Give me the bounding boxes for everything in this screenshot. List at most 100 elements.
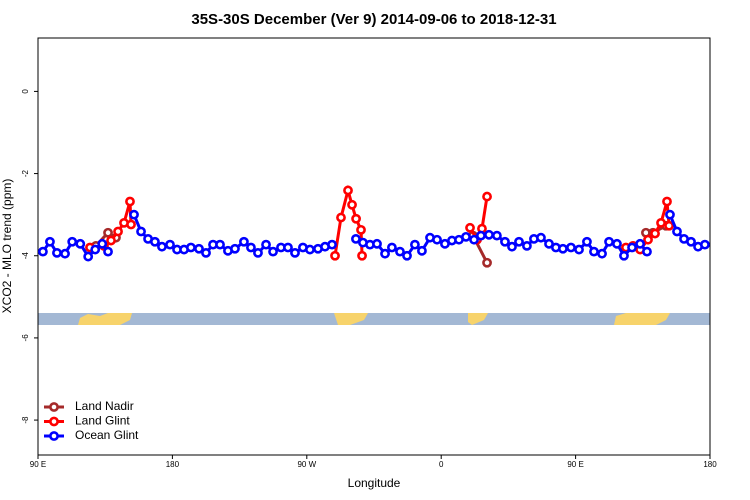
data-point bbox=[201, 247, 211, 258]
data-point bbox=[469, 234, 479, 245]
data-point bbox=[664, 220, 674, 231]
y-tick-label: -2 bbox=[21, 169, 30, 177]
data-point bbox=[356, 224, 366, 235]
land-patch bbox=[468, 313, 488, 325]
data-point bbox=[492, 230, 502, 241]
data-point bbox=[566, 242, 576, 253]
data-point bbox=[83, 251, 94, 262]
data-point bbox=[150, 236, 160, 247]
data-point bbox=[604, 236, 614, 247]
data-point bbox=[90, 244, 101, 255]
data-point bbox=[268, 246, 278, 257]
ocean-band bbox=[38, 313, 710, 325]
data-point bbox=[432, 234, 442, 245]
data-point bbox=[484, 229, 494, 240]
data-point bbox=[103, 227, 113, 238]
data-point bbox=[482, 191, 492, 202]
data-point bbox=[52, 247, 62, 258]
data-point bbox=[194, 243, 204, 254]
legend-label: Ocean Glint bbox=[75, 428, 139, 442]
data-point bbox=[136, 226, 146, 237]
legend-marker bbox=[49, 431, 59, 441]
plot-frame bbox=[37, 37, 711, 456]
data-point bbox=[417, 245, 427, 256]
data-point bbox=[597, 248, 607, 259]
data-point bbox=[327, 239, 337, 250]
x-tick-label: 90 E bbox=[567, 460, 583, 469]
x-tick-label: 90 E bbox=[30, 460, 46, 469]
data-point bbox=[574, 244, 584, 255]
data-point bbox=[75, 238, 86, 249]
data-point bbox=[103, 246, 113, 257]
data-point bbox=[351, 233, 361, 244]
data-point bbox=[330, 250, 340, 261]
data-point bbox=[482, 257, 492, 268]
data-point bbox=[97, 238, 108, 249]
legend-label: Land Glint bbox=[75, 414, 130, 428]
data-point bbox=[230, 243, 240, 254]
data-point bbox=[536, 232, 546, 243]
data-point bbox=[106, 235, 116, 246]
data-point bbox=[129, 209, 139, 220]
y-tick-label: -8 bbox=[21, 416, 30, 424]
data-point bbox=[283, 242, 293, 253]
legend-label: Land Nadir bbox=[75, 399, 134, 413]
y-tick-label: -6 bbox=[21, 334, 30, 342]
data-point bbox=[60, 248, 70, 259]
data-point bbox=[387, 242, 397, 253]
legend-marker bbox=[49, 402, 59, 412]
x-tick-label: 180 bbox=[703, 460, 717, 469]
data-point bbox=[410, 239, 420, 250]
data-point bbox=[343, 185, 353, 196]
data-point bbox=[544, 238, 554, 249]
data-point bbox=[126, 219, 136, 230]
y-tick-label: -4 bbox=[21, 252, 30, 260]
data-point bbox=[157, 241, 167, 252]
data-point bbox=[686, 236, 696, 247]
x-tick-label: 90 W bbox=[297, 460, 316, 469]
land-patch bbox=[334, 313, 368, 325]
data-point bbox=[665, 209, 675, 220]
y-tick-label: 0 bbox=[21, 89, 30, 94]
data-point bbox=[336, 212, 346, 223]
data-point bbox=[589, 246, 599, 257]
data-point bbox=[38, 246, 48, 257]
land-ocean-strip bbox=[38, 313, 710, 325]
data-point bbox=[582, 236, 592, 247]
data-point bbox=[627, 242, 637, 253]
data-point bbox=[125, 196, 135, 207]
x-tick-label: 180 bbox=[166, 460, 180, 469]
data-point bbox=[372, 238, 382, 249]
data-point bbox=[402, 250, 412, 261]
data-point bbox=[558, 243, 568, 254]
legend-marker bbox=[49, 416, 59, 427]
data-point bbox=[500, 236, 510, 247]
data-point bbox=[253, 247, 263, 258]
data-point bbox=[461, 231, 471, 242]
data-point bbox=[380, 248, 390, 259]
data-point bbox=[662, 196, 672, 207]
data-point bbox=[672, 226, 682, 237]
data-point bbox=[514, 236, 524, 247]
data-point bbox=[522, 240, 532, 251]
data-point bbox=[351, 213, 361, 224]
data-point bbox=[357, 250, 367, 261]
data-point bbox=[642, 246, 652, 257]
data-point bbox=[246, 242, 256, 253]
land-patch bbox=[78, 313, 132, 325]
y-axis-label: XCO2 - MLO trend (ppm) bbox=[0, 179, 14, 314]
data-point bbox=[476, 230, 486, 241]
data-point bbox=[650, 228, 660, 239]
data-point bbox=[395, 246, 405, 257]
data-point bbox=[347, 199, 357, 210]
data-point bbox=[45, 236, 55, 247]
data-point bbox=[507, 241, 517, 252]
data-point bbox=[619, 250, 629, 261]
data-point bbox=[165, 239, 175, 250]
data-point bbox=[239, 236, 249, 247]
data-point bbox=[635, 238, 646, 249]
data-point bbox=[643, 234, 653, 245]
data-point bbox=[290, 247, 300, 258]
